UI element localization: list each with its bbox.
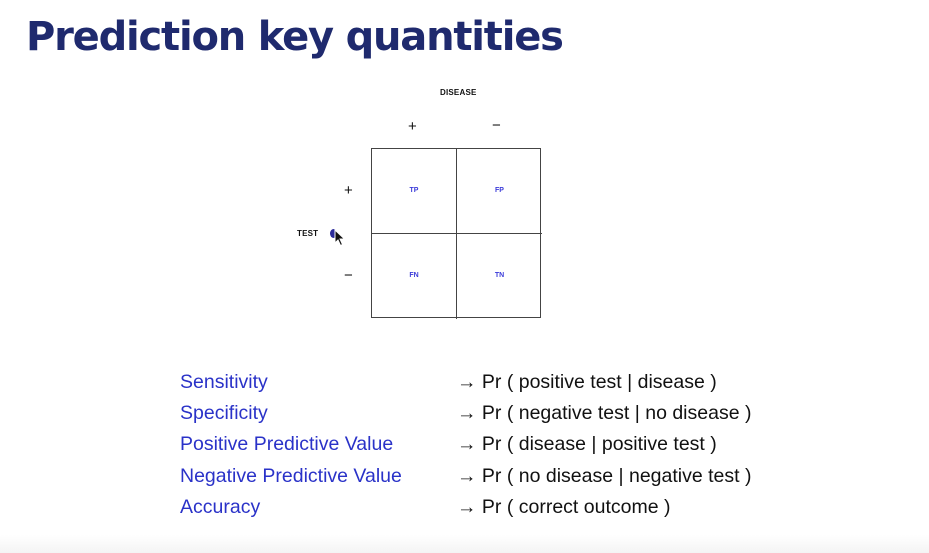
term-accuracy: Accuracy [180, 495, 261, 518]
slide-title: Prediction key quantities [26, 14, 564, 60]
cell-false-negative: FN [372, 234, 457, 319]
cell-true-positive: TP [372, 149, 457, 234]
cell-false-positive: FP [457, 149, 542, 234]
disease-positive-sign: + [408, 118, 417, 135]
footer-shade [0, 535, 929, 553]
laser-pointer-dot [330, 229, 337, 238]
mouse-cursor-icon [334, 229, 346, 247]
confusion-matrix: TP FP FN TN [371, 148, 542, 319]
definition-row-specificity: Specificity → Pr ( negative test | no di… [180, 402, 820, 433]
disease-negative-sign: − [492, 117, 501, 134]
definition-row-sensitivity: Sensitivity → Pr ( positive test | disea… [180, 371, 820, 402]
formula-npv: → Pr ( no disease | negative test ) [457, 464, 752, 487]
term-sensitivity: Sensitivity [180, 371, 268, 393]
definitions-list: Sensitivity → Pr ( positive test | disea… [180, 371, 820, 527]
disease-header: DISEASE [440, 88, 477, 97]
cell-true-negative: TN [494, 272, 505, 279]
term-specificity: Specificity [180, 402, 268, 425]
term-npv: Negative Predictive Value [180, 464, 402, 487]
definition-row-accuracy: Accuracy → Pr ( correct outcome ) [180, 496, 820, 527]
formula-ppv: → Pr ( disease | positive test ) [457, 433, 717, 456]
definition-row-ppv: Positive Predictive Value → Pr ( disease… [180, 433, 820, 464]
formula-sensitivity: → Pr ( positive test | disease ) [457, 371, 717, 393]
definition-row-npv: Negative Predictive Value → Pr ( no dise… [180, 465, 820, 496]
test-negative-sign: − [344, 267, 353, 284]
term-ppv: Positive Predictive Value [180, 433, 394, 456]
formula-accuracy: → Pr ( correct outcome ) [457, 495, 671, 518]
test-header: TEST [297, 229, 319, 238]
test-positive-sign: + [344, 182, 353, 199]
formula-specificity: → Pr ( negative test | no disease ) [457, 402, 752, 425]
